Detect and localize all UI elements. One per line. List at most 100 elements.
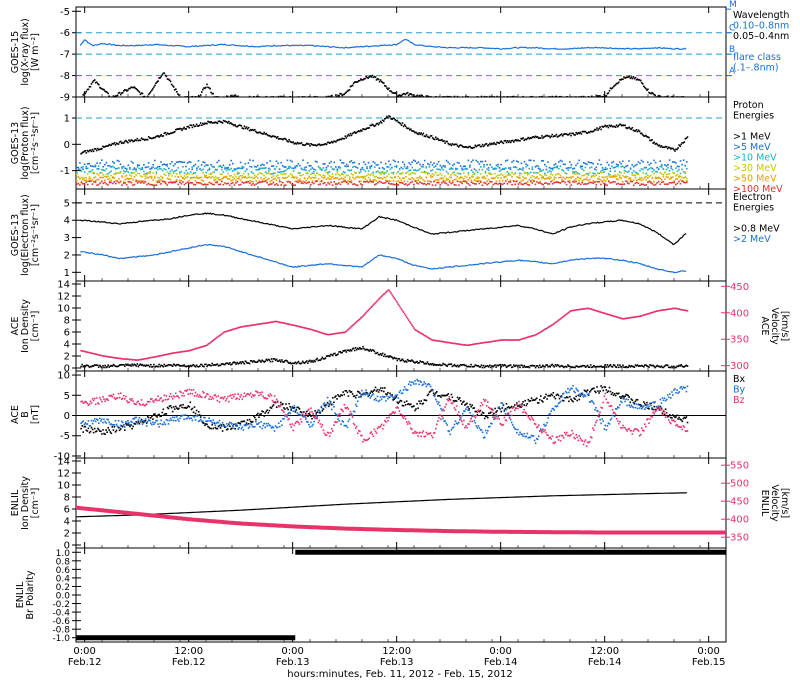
series-point — [562, 180, 565, 182]
series-point — [661, 181, 663, 184]
series-point — [106, 366, 108, 368]
series-point — [258, 131, 260, 134]
series-point — [550, 173, 552, 175]
series-point — [341, 331, 343, 334]
series-point — [220, 424, 223, 426]
series-point — [175, 128, 177, 131]
series-point — [469, 98, 471, 100]
panel-frame — [75, 6, 727, 98]
series-point — [310, 165, 312, 167]
series-point — [122, 165, 125, 168]
series-point — [367, 127, 369, 129]
series-point — [318, 331, 321, 333]
series-point — [199, 176, 201, 179]
series-point — [427, 95, 430, 97]
series-point — [446, 394, 448, 396]
series-point — [221, 168, 223, 171]
series-point — [540, 174, 543, 177]
series-point — [472, 171, 474, 173]
series-point — [618, 316, 620, 319]
series-point — [335, 332, 337, 335]
series-point — [319, 183, 321, 185]
series-point — [210, 427, 212, 430]
series-point — [331, 184, 334, 186]
series-point — [236, 361, 238, 364]
series-point — [650, 162, 652, 165]
series-point — [500, 177, 502, 179]
series-point — [255, 169, 257, 171]
series-point — [596, 365, 598, 368]
series-point — [283, 172, 286, 175]
series-point — [446, 341, 448, 344]
series-point — [475, 177, 477, 179]
series-point — [659, 165, 661, 168]
series-point — [269, 183, 271, 185]
series-point — [377, 164, 379, 166]
series-point — [575, 173, 577, 175]
series-point — [511, 161, 513, 163]
series-point — [260, 167, 262, 170]
series-point — [617, 182, 619, 185]
series-point — [170, 406, 173, 409]
series-point — [476, 144, 479, 147]
series-point — [302, 326, 305, 329]
series-point — [408, 183, 410, 185]
series-point — [309, 328, 311, 330]
series-point — [312, 98, 314, 100]
series-point — [652, 364, 654, 367]
series-point — [81, 425, 83, 427]
series-point — [475, 183, 477, 185]
series-point — [292, 177, 295, 179]
series-point — [611, 87, 614, 89]
series-point — [452, 164, 454, 167]
series-point — [505, 167, 507, 169]
series-point — [359, 168, 362, 171]
series-point — [302, 182, 304, 185]
series-point — [597, 95, 599, 97]
series-point — [686, 177, 688, 180]
series-point — [179, 171, 181, 174]
series-point — [262, 133, 264, 135]
series-point — [629, 77, 632, 80]
series-point — [269, 135, 272, 138]
series-point — [208, 176, 211, 178]
series-point — [387, 391, 389, 394]
series-point — [169, 132, 172, 135]
series-point — [143, 173, 145, 176]
series-point — [121, 174, 123, 177]
series-point — [679, 160, 682, 162]
series-point — [132, 140, 134, 143]
series-point — [437, 340, 439, 342]
series-point — [126, 364, 128, 366]
series-point — [606, 364, 609, 366]
series-point — [238, 172, 240, 174]
series-point — [609, 170, 612, 172]
series-point — [375, 164, 378, 166]
series-point — [514, 365, 516, 368]
series-point — [199, 346, 202, 349]
series-point — [404, 125, 407, 128]
series-point — [545, 177, 548, 180]
series-point — [618, 366, 620, 369]
series-point — [417, 169, 420, 171]
series-point — [370, 76, 373, 78]
series-point — [427, 180, 429, 183]
series-point — [427, 162, 429, 165]
series-point — [327, 177, 329, 179]
series-point — [545, 135, 547, 137]
series-point — [453, 171, 456, 174]
series-point — [377, 170, 379, 173]
series-point — [230, 179, 232, 182]
series-point — [618, 81, 620, 84]
series-point — [339, 174, 342, 177]
series-point — [267, 321, 270, 324]
series-point — [152, 184, 154, 186]
series-point — [141, 92, 144, 95]
series-point — [118, 357, 121, 360]
series-point — [640, 81, 643, 84]
series-point — [506, 178, 509, 180]
series-point — [612, 364, 615, 366]
series-point — [468, 344, 470, 346]
series-point — [292, 176, 295, 178]
series-point — [441, 340, 443, 343]
